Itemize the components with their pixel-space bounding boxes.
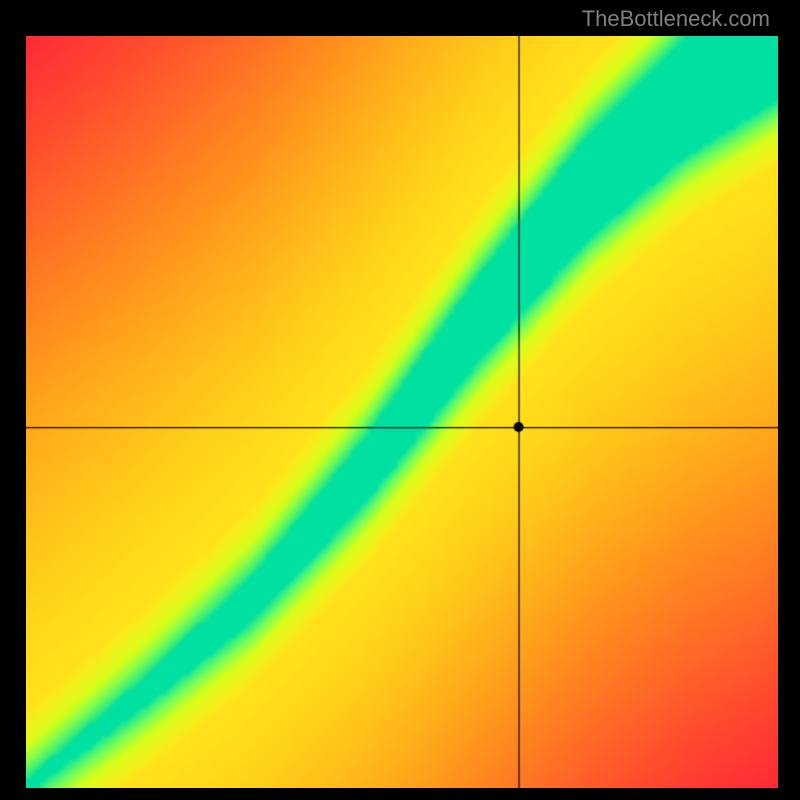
chart-container: TheBottleneck.com — [0, 0, 800, 800]
crosshair-overlay — [26, 36, 778, 788]
attribution-label: TheBottleneck.com — [582, 6, 770, 32]
